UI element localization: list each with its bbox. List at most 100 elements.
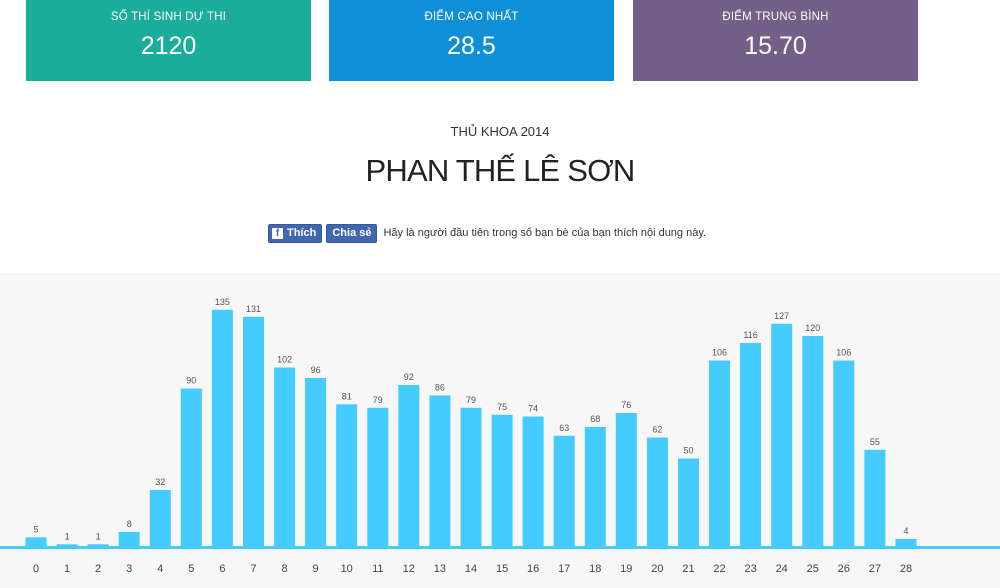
data-label-19: 76 (621, 400, 631, 410)
valedictorian-name: PHAN THẾ LÊ SƠN (365, 153, 636, 188)
candidates-label: SỐ THÍ SINH DỰ THI (110, 11, 227, 23)
data-label-1: 1 (65, 531, 70, 541)
share-button-label: Chia sẻ (332, 227, 372, 239)
data-label-23: 116 (743, 330, 757, 340)
bar-11 (367, 407, 389, 547)
x-tick-label-19: 19 (620, 563, 632, 575)
share-button[interactable]: Chia sẻ (326, 223, 378, 243)
data-label-0: 5 (33, 524, 38, 534)
score-distribution-chart: 5 0 1 1 1 2 8 3 32 4 90 5 135 6 131 7 102 8 96 9 81 10 79 11 92 1… (0, 274, 1000, 588)
bar-7 (243, 316, 264, 547)
social-prompt-text: Hãy là người đầu tiên trong số bạn bè củ… (383, 227, 707, 239)
bar-14 (460, 407, 482, 547)
bar-22 (709, 360, 730, 546)
bar-12 (398, 385, 420, 546)
highest-label: ĐIỂM CAO NHẤT (424, 11, 519, 23)
x-tick-label-11: 11 (372, 563, 383, 575)
bar-chart-svg: 5011128332490513561317102896981107911921… (0, 297, 1000, 575)
bar-28 (895, 539, 917, 546)
data-label-13: 86 (435, 383, 445, 393)
stat-card-average: ĐIỂM TRUNG BÌNH 15.70 (633, 0, 918, 81)
bar-21 (678, 458, 699, 546)
bar-24 (771, 323, 793, 547)
stat-card-highest: ĐIỂM CAO NHẤT 28.5 (329, 0, 614, 81)
data-label-25: 120 (805, 323, 820, 333)
bar-13 (429, 395, 451, 546)
stat-card-candidates: SỐ THÍ SINH DỰ THI 2120 (26, 0, 311, 81)
x-tick-label-22: 22 (713, 563, 725, 575)
x-tick-label-3: 3 (126, 563, 132, 575)
facebook-social-bar: f Thích Chia sẻ Hãy là người đầu tiên tr… (268, 223, 706, 243)
candidates-value: 2120 (140, 32, 197, 60)
bar-26 (833, 360, 855, 546)
bar-19 (615, 413, 637, 546)
data-label-17: 63 (559, 423, 569, 433)
highest-value: 28.5 (447, 32, 496, 60)
stats-row: SỐ THÍ SINH DỰ THI 2120 ĐIỂM CAO NHẤT 28… (0, 0, 1000, 81)
x-tick-label-27: 27 (869, 563, 881, 575)
data-label-21: 50 (683, 446, 693, 456)
like-button-label: Thích (287, 227, 317, 239)
bar-25 (802, 336, 824, 546)
x-tick-label-4: 4 (157, 563, 163, 575)
x-tick-label-6: 6 (219, 563, 225, 575)
bar-15 (491, 414, 513, 547)
average-value: 15.70 (744, 32, 807, 60)
x-tick-label-21: 21 (682, 563, 694, 575)
x-tick-label-24: 24 (776, 563, 788, 575)
facebook-icon: f (272, 227, 283, 239)
bar-9 (305, 378, 327, 546)
data-label-4: 32 (155, 477, 165, 487)
like-button[interactable]: f Thích (268, 223, 323, 243)
bar-27 (864, 449, 886, 547)
data-label-6: 135 (215, 297, 230, 307)
data-label-14: 79 (466, 395, 476, 405)
data-label-24: 127 (774, 311, 789, 321)
data-label-5: 90 (186, 376, 196, 386)
data-label-27: 55 (870, 437, 880, 447)
x-tick-label-12: 12 (403, 563, 415, 575)
bar-5 (180, 388, 202, 546)
x-axis-line (0, 546, 1000, 549)
bar-0 (25, 537, 47, 547)
data-label-11: 79 (373, 395, 383, 405)
data-label-2: 1 (96, 531, 101, 541)
data-label-18: 68 (590, 414, 600, 424)
bar-23 (740, 343, 762, 546)
bar-2 (87, 544, 109, 547)
x-tick-label-7: 7 (250, 563, 256, 575)
bar-6 (211, 309, 233, 547)
x-tick-label-20: 20 (651, 563, 663, 575)
data-label-26: 106 (836, 348, 851, 358)
valedictorian-subtitle: THỦ KHOA 2014 (450, 124, 550, 139)
x-tick-label-2: 2 (95, 563, 101, 575)
data-label-10: 81 (342, 391, 352, 401)
data-label-8: 102 (277, 355, 292, 365)
x-tick-label-8: 8 (282, 563, 288, 575)
x-tick-label-14: 14 (465, 563, 477, 575)
data-label-28: 4 (903, 526, 908, 536)
x-tick-label-13: 13 (434, 563, 446, 575)
data-label-20: 62 (652, 425, 662, 435)
data-label-16: 74 (528, 404, 538, 414)
data-label-7: 131 (246, 304, 261, 314)
data-label-22: 106 (712, 348, 727, 358)
bar-17 (553, 435, 575, 547)
x-tick-label-10: 10 (341, 563, 353, 575)
bar-1 (56, 544, 78, 547)
data-label-12: 92 (404, 372, 414, 382)
bar-20 (646, 437, 668, 546)
x-tick-label-28: 28 (900, 563, 912, 575)
x-tick-label-9: 9 (313, 563, 319, 575)
x-tick-label-15: 15 (496, 563, 508, 575)
x-tick-label-16: 16 (527, 563, 539, 575)
x-tick-label-17: 17 (558, 563, 570, 575)
bar-10 (336, 404, 358, 547)
bar-16 (522, 416, 544, 546)
data-label-3: 8 (127, 519, 132, 529)
data-label-9: 96 (311, 365, 321, 375)
bar-8 (274, 367, 296, 546)
x-tick-label-1: 1 (64, 563, 70, 575)
x-tick-label-25: 25 (807, 563, 819, 575)
x-tick-label-26: 26 (838, 563, 850, 575)
